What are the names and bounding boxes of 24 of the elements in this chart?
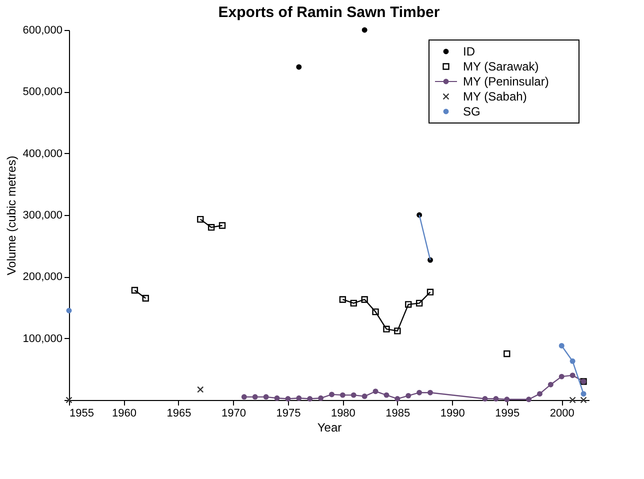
x-tick-label: 1995 — [495, 408, 520, 420]
y-tick-label: 600,000 — [22, 24, 62, 36]
x-tick-label: 1955 — [70, 408, 94, 420]
legend-label: MY (Peninsular) — [463, 74, 549, 88]
chart-title: Exports of Ramin Sawn Timber — [218, 4, 440, 21]
legend-label: MY (Sarawak) — [463, 60, 539, 74]
x-tick-label: 1990 — [440, 408, 465, 420]
x-tick-label: 1970 — [221, 408, 246, 420]
legend-label: MY (Sabah) — [463, 90, 527, 104]
x-tick-label: 1960 — [112, 408, 136, 420]
y-tick-label: 500,000 — [22, 86, 62, 98]
x-tick-label: 1965 — [166, 408, 192, 420]
y-tick-label: 100,000 — [22, 332, 62, 345]
x-tick-label: 2000 — [550, 408, 574, 420]
x-axis-title: Year — [317, 420, 342, 434]
y-tick-label: 300,000 — [22, 210, 62, 222]
x-tick-label: 1985 — [386, 408, 410, 420]
x-tick-label: 1975 — [276, 408, 301, 420]
y-tick-label: 400,000 — [22, 148, 62, 160]
y-axis-title: Volume (cubic metres) — [4, 156, 19, 276]
y-tick-label: 200,000 — [22, 271, 62, 284]
legend-label: SG — [463, 104, 480, 118]
legend-label: ID — [463, 44, 476, 58]
x-tick-label: 1980 — [330, 408, 356, 420]
